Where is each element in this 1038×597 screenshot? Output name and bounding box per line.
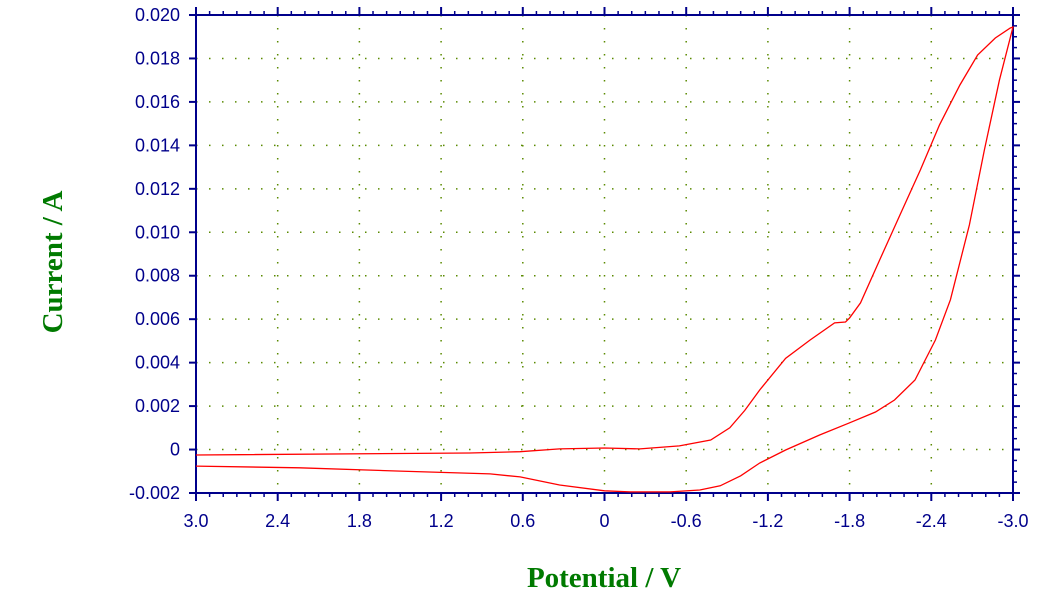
x-tick-label: -3.0 — [997, 511, 1028, 531]
y-tick-label: 0.016 — [135, 92, 180, 112]
plot-frame — [195, 14, 1014, 494]
x-tick-label: 3.0 — [183, 511, 208, 531]
y-tick-label: 0.018 — [135, 48, 180, 68]
x-tick-label: -0.6 — [671, 511, 702, 531]
x-tick-labels: 3.0 2.4 1.8 1.2 0.6 0 -0.6 -1.2 -1.8 -2.4 -3.0 — [183, 511, 1028, 531]
x-tick-label: 2.4 — [265, 511, 290, 531]
y-axis-title: Current / A — [37, 191, 69, 334]
y-tick-label: 0.008 — [135, 266, 180, 286]
x-tick-label: 1.2 — [429, 511, 454, 531]
x-tick-label: -1.8 — [834, 511, 865, 531]
y-tick-label: 0 — [170, 440, 180, 460]
y-tick-label: 0.006 — [135, 309, 180, 329]
x-tick-label: 0 — [599, 511, 609, 531]
grid — [196, 15, 1013, 493]
y-tick-label: 0.002 — [135, 396, 180, 416]
y-tick-label: 0.010 — [135, 222, 180, 242]
x-tick-label: 1.8 — [347, 511, 372, 531]
x-axis-title: Potential / V — [527, 562, 681, 594]
y-tick-label: 0.012 — [135, 179, 180, 199]
x-tick-label: 0.6 — [510, 511, 535, 531]
y-tick-labels: -0.002 0 0.002 0.004 0.006 0.008 0.010 0.012 0.0… — [129, 5, 180, 503]
y-tick-label: 0.004 — [135, 353, 180, 373]
y-tick-label: 0.020 — [135, 5, 180, 25]
x-tick-label: -2.4 — [916, 511, 947, 531]
series-line — [195, 25, 1014, 493]
y-tick-label: 0.014 — [135, 135, 180, 155]
y-tick-label: -0.002 — [129, 483, 180, 503]
x-tick-label: -1.2 — [752, 511, 783, 531]
